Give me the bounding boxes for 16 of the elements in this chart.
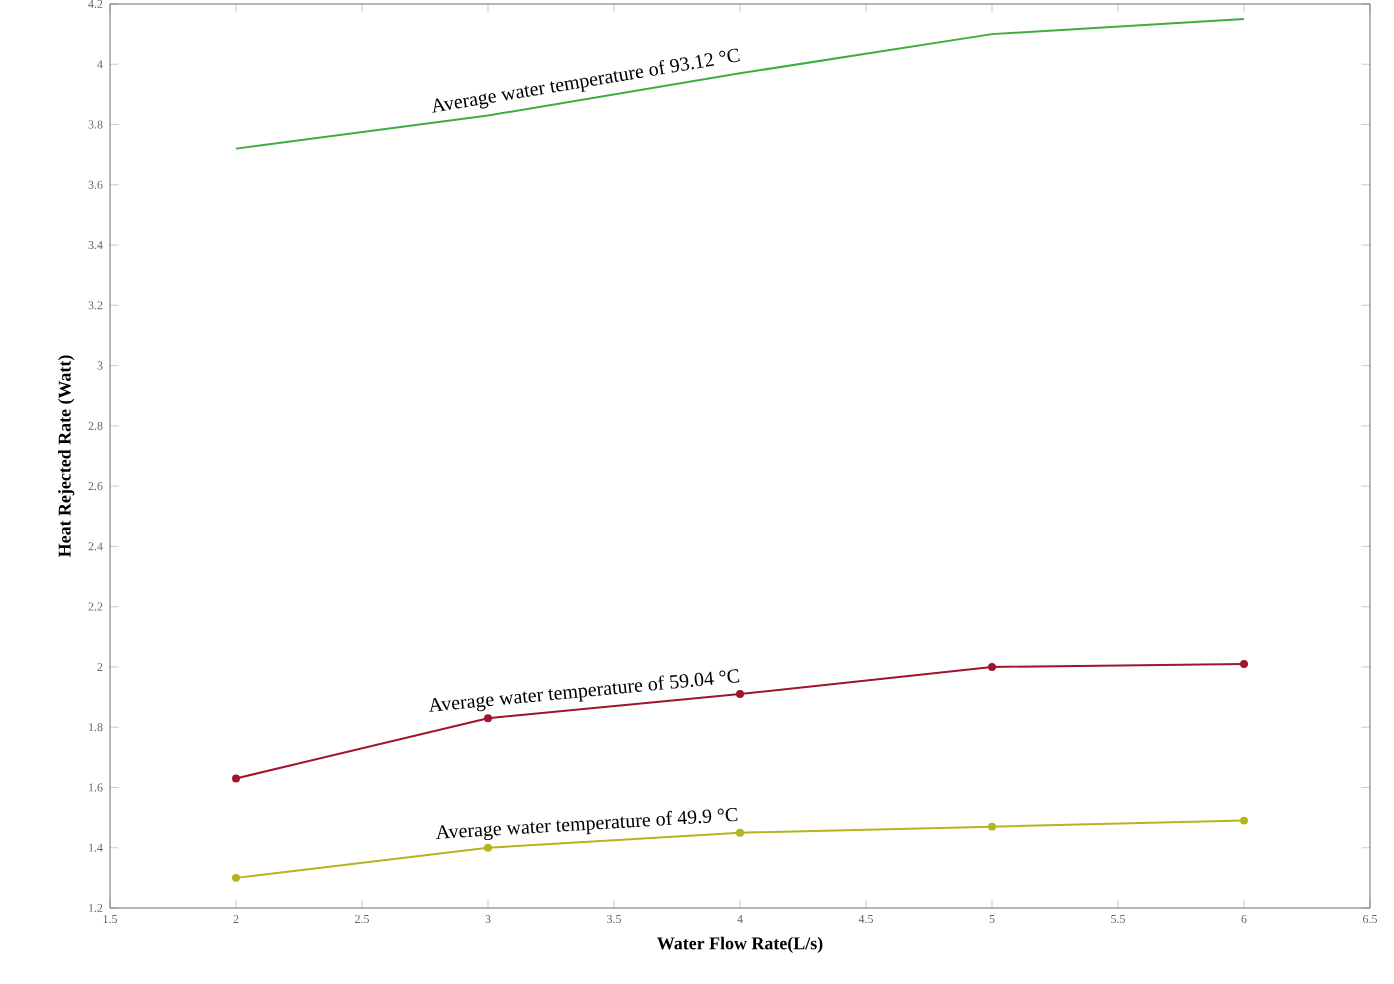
line-series bbox=[235, 18, 1246, 150]
point bbox=[988, 822, 996, 831]
point bbox=[232, 873, 240, 882]
point bbox=[736, 828, 744, 837]
point bbox=[1240, 816, 1248, 825]
point bbox=[736, 690, 744, 699]
text: Average water temperature of 59.04 °C bbox=[429, 669, 740, 712]
text: Average water temperature of 93.12 °C bbox=[432, 48, 740, 113]
point bbox=[232, 774, 240, 783]
point bbox=[484, 714, 492, 723]
x-axis-title: Water Flow Rate(L/s) bbox=[657, 936, 823, 954]
y-axis-title: Heat Rejected Rate (Watt) bbox=[58, 355, 75, 558]
point bbox=[484, 843, 492, 852]
point bbox=[1240, 659, 1248, 668]
point bbox=[988, 662, 996, 671]
series-label: Average water temperature of 49.9 °C bbox=[436, 807, 738, 841]
